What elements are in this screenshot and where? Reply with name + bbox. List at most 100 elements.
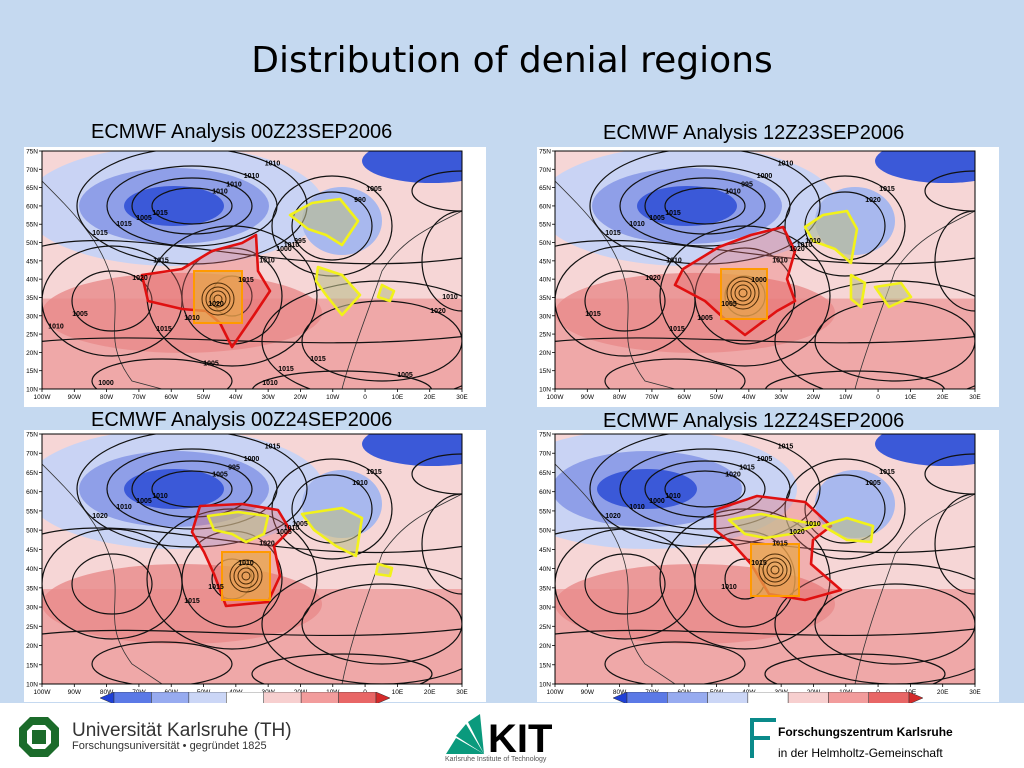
pressure-label: 1015 xyxy=(879,469,895,476)
map-plot-area: 1020101010151000100510101015102010051010… xyxy=(555,434,975,684)
isobar-contour xyxy=(555,628,975,637)
y-tick-label: 40N xyxy=(539,277,551,284)
y-tick-label: 20N xyxy=(539,350,551,357)
map-plot-area: 1010101510101005101010151010101599099510… xyxy=(42,151,462,389)
isobar-contour xyxy=(589,434,821,548)
x-tick-label: 30W xyxy=(774,394,788,401)
y-tick-label: 35N xyxy=(539,295,551,302)
y-tick-label: 15N xyxy=(539,368,551,375)
pressure-label: 1010 xyxy=(772,257,788,264)
y-tick-label: 45N xyxy=(26,258,38,265)
pressure-label: 1015 xyxy=(751,560,767,567)
pressure-label: 1020 xyxy=(132,275,148,282)
x-tick-label: 40W xyxy=(229,394,243,401)
isobar-contour xyxy=(301,583,462,665)
pressure-label: 1020 xyxy=(208,301,224,308)
pressure-label: 1020 xyxy=(789,246,805,253)
x-tick-label: 70W xyxy=(132,394,146,401)
x-tick-label: 20W xyxy=(294,394,308,401)
pressure-label: 1015 xyxy=(669,326,685,333)
isobar-contour xyxy=(664,187,746,225)
pressure-label: 1010 xyxy=(226,181,242,188)
hurricane-isobar xyxy=(758,553,792,587)
isobar-contour xyxy=(555,336,975,344)
coastline xyxy=(555,180,676,389)
isobar-contour xyxy=(71,553,153,615)
x-tick-label: 50W xyxy=(197,394,211,401)
pressure-label: 1000 xyxy=(276,246,292,253)
pressure-label: 1015 xyxy=(184,598,200,605)
x-tick-label: 30E xyxy=(456,689,468,696)
hurricane-isobar xyxy=(241,571,251,581)
coastline xyxy=(341,493,462,684)
x-tick-label: 30E xyxy=(969,689,981,696)
kit-subtitle: Karlsruhe Institute of Technology xyxy=(445,756,547,763)
isobar-contour xyxy=(251,370,433,389)
isobar-contour xyxy=(604,358,746,389)
x-tick-label: 10E xyxy=(392,394,404,401)
pressure-label: 1005 xyxy=(757,456,773,463)
y-tick-label: 15N xyxy=(539,662,551,669)
pressure-label: 995 xyxy=(294,238,306,245)
pressure-label: 1015 xyxy=(208,584,224,591)
y-tick-label: 20N xyxy=(26,643,38,650)
pressure-label: 1010 xyxy=(284,525,300,532)
isobar-contour xyxy=(555,528,696,640)
pressure-label: 1010 xyxy=(184,315,200,322)
x-tick-label: 80W xyxy=(613,394,627,401)
x-tick-label: 80W xyxy=(100,394,114,401)
map-cold-core xyxy=(124,469,224,509)
pressure-label: 1010 xyxy=(116,504,132,511)
coastline xyxy=(42,463,163,684)
pressure-label: 1010 xyxy=(442,294,458,301)
isobar-contour xyxy=(659,225,831,367)
map-cold-core xyxy=(362,151,462,183)
pressure-label: 1015 xyxy=(585,311,601,318)
denial-region-yellow xyxy=(288,197,396,317)
weather-map-panel: 1010 1015 995 1005 1000 1010 1010 1015 1020 1010 1… xyxy=(537,147,999,407)
pressure-label: 1015 xyxy=(265,443,281,450)
x-tick-label: 30E xyxy=(969,394,981,401)
pressure-label: 1005 xyxy=(649,215,665,222)
y-tick-label: 30N xyxy=(26,313,38,320)
x-tick-label: 90W xyxy=(68,689,82,696)
pressure-label: 1010 xyxy=(721,584,737,591)
x-tick-label: 80W xyxy=(100,689,114,696)
x-tick-label: 10E xyxy=(905,394,917,401)
isobar-contour xyxy=(604,641,746,684)
map-cold-core xyxy=(362,434,462,466)
map-cold-core xyxy=(637,186,737,226)
pressure-label: 1010 xyxy=(666,258,682,265)
pressure-label: 1005 xyxy=(721,301,737,308)
y-tick-label: 45N xyxy=(539,258,551,265)
university-logo xyxy=(19,717,59,757)
pressure-label: 1010 xyxy=(262,380,278,387)
pressure-label: 1000 xyxy=(751,277,767,284)
y-tick-label: 50N xyxy=(539,528,551,535)
y-tick-label: 55N xyxy=(539,222,551,229)
pressure-label: 1005 xyxy=(292,521,308,528)
pressure-label: 1000 xyxy=(757,173,773,180)
hurricane-isobar xyxy=(233,563,259,589)
pressure-label: 1005 xyxy=(397,372,413,379)
coastline xyxy=(854,210,975,389)
kit-logo: KIT xyxy=(446,714,552,756)
pressure-label: 1015 xyxy=(238,277,254,284)
pressure-label: 1010 xyxy=(797,242,813,249)
pressure-label: 1005 xyxy=(697,315,713,322)
y-tick-label: 20N xyxy=(26,350,38,357)
y-tick-label: 70N xyxy=(539,167,551,174)
colorbar: 5253545556575859 xyxy=(100,692,390,714)
coastline xyxy=(341,210,462,389)
isobar-contour xyxy=(42,528,183,640)
hurricane-isobar xyxy=(229,559,263,593)
colorbar-cap xyxy=(908,692,923,705)
y-tick-label: 50N xyxy=(26,528,38,535)
y-tick-label: 65N xyxy=(26,185,38,192)
hurricane-isobar xyxy=(201,282,235,316)
fz-subtitle: in der Helmholtz-Gemeinschaft xyxy=(778,746,943,760)
x-tick-label: 100W xyxy=(34,689,52,696)
pressure-label: 1015 xyxy=(278,366,294,373)
university-name: Universität Karlsruhe (TH) xyxy=(72,720,292,741)
y-tick-label: 15N xyxy=(26,662,38,669)
